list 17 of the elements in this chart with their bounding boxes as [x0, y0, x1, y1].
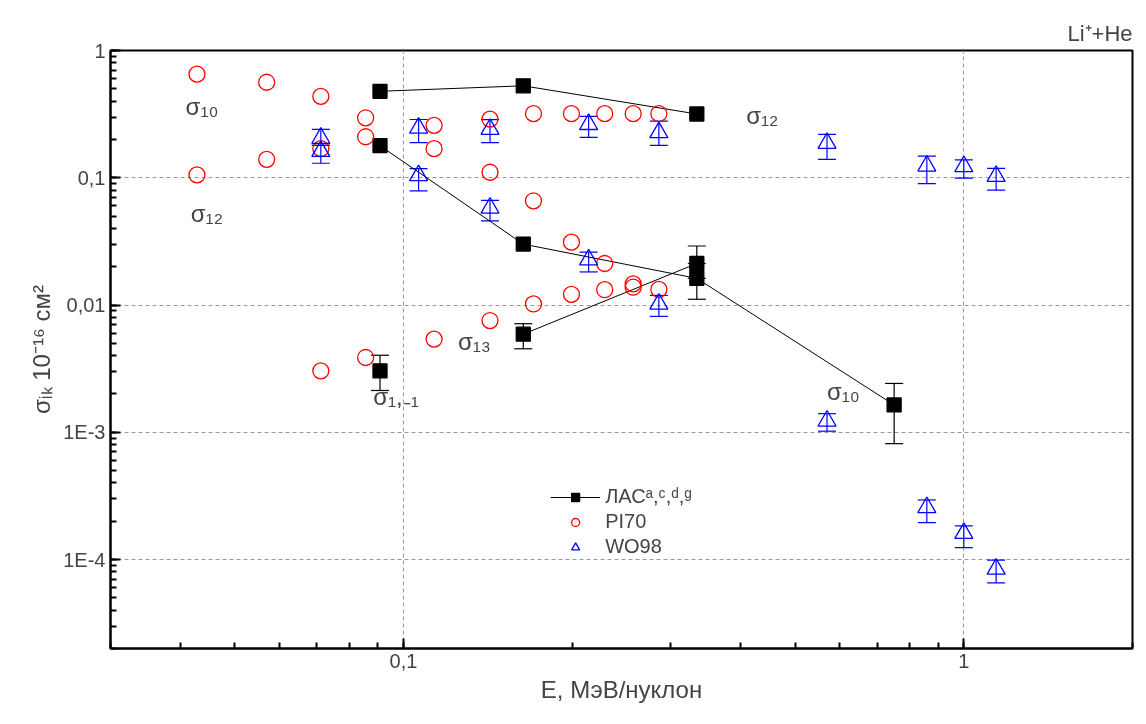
y-tick-label: 1E-3: [63, 421, 106, 444]
y-tick-label: 1E-4: [63, 548, 106, 571]
y-axis-title: σᵢₖ 10⁻¹⁶ см²: [28, 285, 56, 414]
legend-label: WO98: [605, 535, 662, 558]
x-axis-title: E, МэВ/нуклон: [540, 675, 703, 703]
annotation: σ₁₀: [185, 92, 219, 120]
legend-label: PI70: [605, 510, 647, 533]
legend-label: ЛАСᵃ,ᶜ,ᵈ,ᵍ: [605, 485, 692, 508]
y-tick-label: 0,1: [77, 166, 106, 189]
annotation: σ₁,₋₁: [373, 382, 419, 410]
y-tick-label: 1: [94, 39, 106, 62]
y-tick-label: 0,01: [66, 294, 106, 317]
annotation: σ₁₂: [190, 199, 223, 227]
annotation: σ₁₂: [746, 102, 779, 130]
annotation: σ₁₃: [457, 328, 491, 356]
annotation: σ₁₀: [826, 377, 860, 405]
chart-title: Li⁺+He: [1067, 20, 1133, 46]
